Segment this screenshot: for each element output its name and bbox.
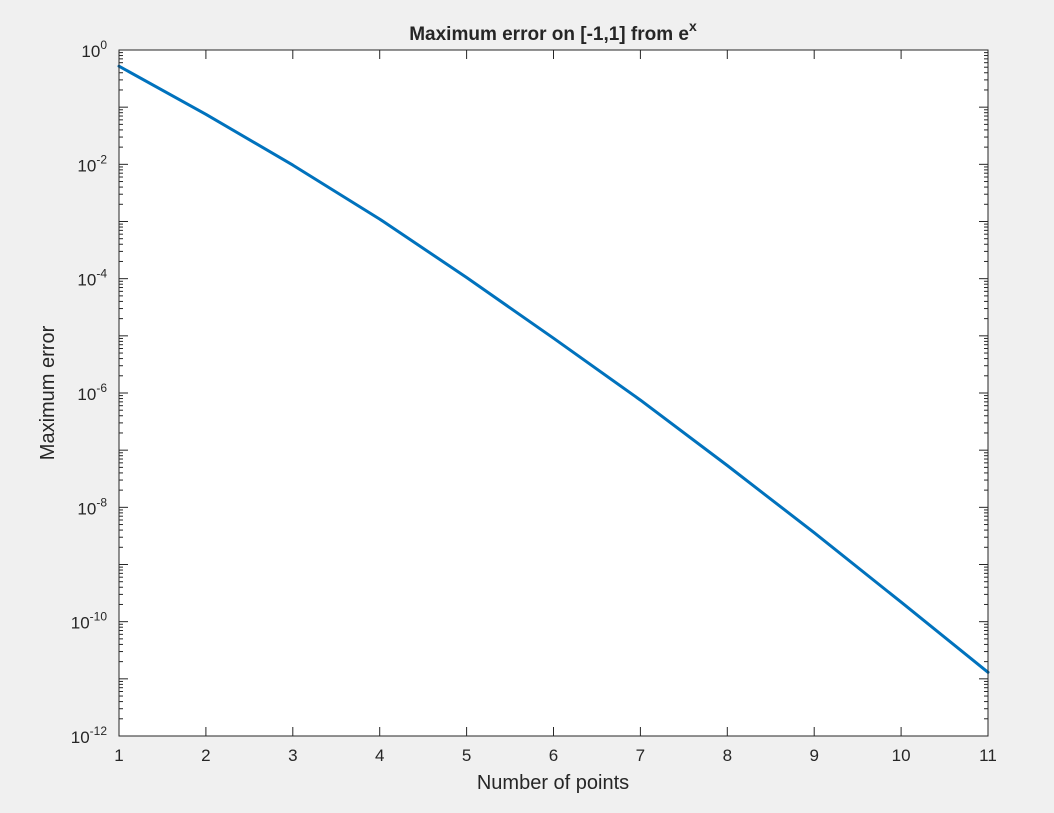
- y-tick-label-exponent: -8: [96, 495, 107, 509]
- y-tick-label-exponent: -6: [96, 381, 107, 395]
- y-tick-label-base: 10: [77, 385, 96, 404]
- y-tick-label: 10-8: [77, 495, 107, 518]
- series-line: [117, 64, 990, 674]
- x-tick-label: 10: [892, 746, 911, 765]
- x-tick-label: 2: [201, 746, 210, 765]
- chart-title: Maximum error on [-1,1] from ex: [409, 18, 697, 45]
- chart-title-text: Maximum error on [-1,1] from e: [409, 24, 689, 45]
- y-tick-label: 10-10: [71, 610, 108, 633]
- axes-box: [118, 49, 989, 737]
- x-tick-label: 9: [809, 746, 818, 765]
- y-tick-label-base: 10: [71, 728, 90, 747]
- y-tick-label-exponent: -4: [96, 267, 107, 281]
- x-tick-label: 5: [462, 746, 471, 765]
- chart-title-superscript: x: [689, 18, 697, 34]
- x-tick-label: 7: [636, 746, 645, 765]
- x-tick-label: 8: [723, 746, 732, 765]
- x-axis-label: Number of points: [477, 772, 629, 794]
- y-tick-label: 10-12: [71, 724, 108, 747]
- minor-ticks: [119, 52, 988, 720]
- y-tick-label: 100: [81, 38, 107, 61]
- x-tick-label: 6: [549, 746, 558, 765]
- y-tick-label-base: 10: [77, 271, 96, 290]
- y-tick-label-exponent: -10: [90, 610, 108, 624]
- y-axis-label: Maximum error: [37, 325, 59, 460]
- x-tick-label: 11: [979, 746, 997, 765]
- y-tick-label: 10-4: [77, 267, 107, 290]
- y-tick-label-base: 10: [77, 156, 96, 175]
- y-tick-label-base: 10: [81, 42, 100, 61]
- y-tick-label-base: 10: [77, 499, 96, 518]
- y-tick-label: 10-2: [77, 152, 107, 175]
- y-tick-label-exponent: 0: [100, 38, 107, 52]
- x-tick-label: 3: [288, 746, 297, 765]
- y-tick-label-exponent: -12: [90, 724, 108, 738]
- x-tick-label: 1: [114, 746, 123, 765]
- x-tick-labels: 1 2 3 4 5 6 7 8 9 10 11: [114, 746, 997, 765]
- x-tick-label: 4: [375, 746, 384, 765]
- y-tick-label-base: 10: [71, 614, 90, 633]
- y-tick-label: 10-6: [77, 381, 107, 404]
- y-tick-label-exponent: -2: [96, 152, 107, 166]
- axes-background: [119, 50, 988, 736]
